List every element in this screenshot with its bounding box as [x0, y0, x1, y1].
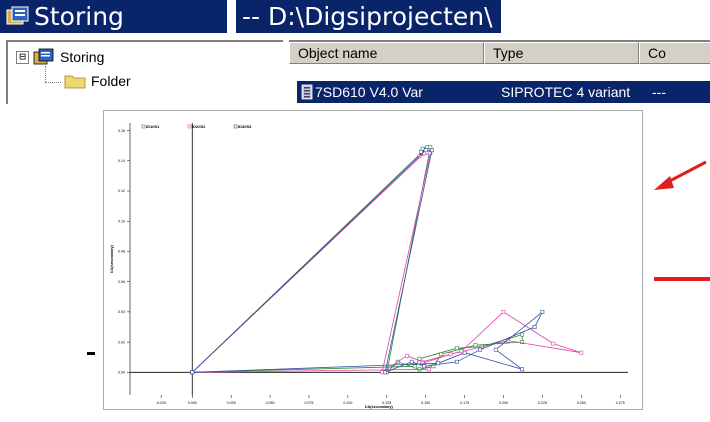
data-point — [436, 361, 441, 366]
data-point — [430, 148, 434, 153]
data-point — [190, 370, 195, 375]
y-tick-label: 0.02 — [118, 340, 125, 344]
path-title-bar: -- D:\Digsiprojecten\ — [236, 0, 501, 33]
object-name: 7SD610 V4.0 Var — [315, 84, 423, 100]
list-item[interactable]: 7SD610 V4.0 Var SIPROTEC 4 variant --- — [297, 81, 710, 103]
data-point — [501, 309, 506, 314]
window-title-bar[interactable]: Storing — [0, 0, 227, 33]
data-point — [423, 148, 428, 153]
device-icon — [301, 84, 313, 100]
column-header-object-name[interactable]: Object name — [289, 42, 484, 64]
data-point — [540, 309, 545, 314]
tree-item-folder[interactable]: Folder — [64, 73, 131, 89]
legend-entry: ID2/IS2 — [192, 124, 206, 129]
x-tick-label: 0.225 — [538, 401, 547, 405]
data-point — [412, 364, 417, 369]
x-axis-label: I/A(secondary) — [365, 404, 393, 409]
tree-item-label: Folder — [91, 73, 131, 89]
folder-icon — [64, 73, 86, 89]
x-tick-label: 0.100 — [343, 401, 352, 405]
data-point — [439, 352, 444, 357]
x-tick-label: 0.250 — [577, 401, 586, 405]
y-tick-label: 0.04 — [118, 310, 125, 314]
data-point — [448, 352, 453, 357]
x-tick-label: 0.275 — [616, 401, 625, 405]
y-tick-label: 0.06 — [118, 280, 125, 284]
data-point — [409, 359, 414, 364]
series-line — [192, 149, 543, 373]
red-arrow-head — [654, 176, 674, 190]
data-point — [462, 350, 467, 355]
legend-swatch — [233, 124, 238, 129]
x-tick-label: 0.125 — [382, 401, 391, 405]
data-point — [579, 350, 584, 355]
data-point — [419, 149, 423, 154]
series-line — [192, 146, 523, 374]
data-point — [520, 332, 525, 337]
data-point — [532, 325, 537, 329]
x-tick-label: -0.020 — [156, 401, 166, 405]
legend-swatch — [141, 124, 146, 129]
data-point — [454, 359, 459, 364]
x-tick-label: 0.175 — [460, 401, 469, 405]
list-header: Object name Type Co — [289, 42, 710, 64]
data-point — [551, 341, 556, 346]
simatic-manager-icon — [6, 6, 30, 28]
data-point — [459, 349, 464, 354]
y-tick-label: 0.08 — [118, 250, 125, 254]
data-point — [454, 346, 459, 351]
data-point — [383, 370, 388, 375]
chart-canvas: -0.020 0.000 0.025 0.050 0.075 0.100 0.125 0.15… — [109, 123, 628, 409]
x-tick-label: 0.150 — [421, 401, 430, 405]
tree-connector — [45, 82, 61, 84]
data-point — [428, 145, 433, 150]
y-tick-label: 0.10 — [118, 219, 125, 223]
x-tick-label: 0.075 — [304, 401, 313, 405]
column-header-type[interactable]: Type — [484, 42, 639, 64]
y-axis-label: I/A(secondary) — [109, 244, 114, 272]
annotation-overlay — [654, 160, 710, 281]
project-path: -- D:\Digsiprojecten\ — [242, 2, 493, 31]
y-tick-label: 0.16 — [118, 129, 125, 133]
object-type: SIPROTEC 4 variant — [501, 84, 631, 100]
dash-mark — [87, 352, 95, 355]
data-point — [520, 367, 525, 372]
x-tick-label: 0.000 — [188, 401, 197, 405]
differential-current-chart: -0.020 0.000 0.025 0.050 0.075 0.100 0.125 0.15… — [103, 110, 643, 410]
legend-entry: ID3/IS3 — [238, 124, 252, 129]
data-point — [493, 347, 498, 352]
y-tick-label: 0.12 — [118, 189, 125, 193]
data-point — [478, 347, 483, 352]
data-point — [425, 145, 430, 150]
data-point — [380, 370, 385, 375]
y-tick-label: 0.14 — [118, 159, 125, 163]
window-title: Storing — [34, 2, 124, 31]
x-tick-label: 0.050 — [266, 401, 275, 405]
data-point — [473, 343, 478, 348]
collapse-toggle-icon[interactable]: ⊟ — [16, 50, 29, 64]
x-tick-label: 0.200 — [499, 401, 508, 405]
data-point — [420, 146, 425, 151]
tree-connector — [45, 66, 47, 82]
column-header-comment[interactable]: Co — [639, 42, 710, 64]
data-point — [420, 361, 425, 366]
legend-entry: ID1/IS1 — [146, 124, 160, 129]
data-point — [405, 353, 409, 358]
y-tick-label: 0.00 — [118, 371, 125, 375]
project-icon — [33, 48, 55, 66]
tree-item-label: Storing — [60, 49, 105, 65]
tree-item-storing[interactable]: ⊟ Storing — [16, 48, 104, 66]
object-list: Object name Type Co 7SD610 V4.0 Var SIPR… — [289, 40, 710, 104]
project-tree: ⊟ Storing Folder — [6, 40, 283, 104]
legend-swatch — [187, 124, 192, 129]
x-tick-label: 0.025 — [227, 401, 236, 405]
data-point — [422, 364, 427, 369]
object-comment: --- — [652, 84, 666, 100]
title-bar: Storing -- D:\Digsiprojecten\ — [0, 0, 710, 33]
data-point — [426, 367, 431, 372]
data-point — [520, 340, 525, 345]
